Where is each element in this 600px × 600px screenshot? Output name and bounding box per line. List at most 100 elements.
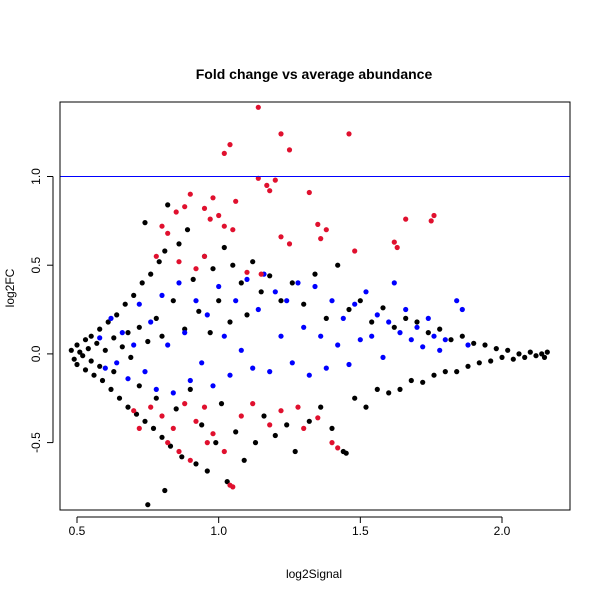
black-point [374,386,380,392]
black-point [284,422,290,428]
black-point [91,372,97,378]
black-point [196,308,202,314]
black-point [80,353,86,359]
red-point [352,248,358,254]
black-point [442,369,448,375]
black-point [210,266,216,272]
blue-point [329,298,335,304]
black-point [88,333,94,339]
red-point [301,425,307,431]
black-point [99,377,106,384]
red-point [346,131,352,137]
black-point [278,298,284,304]
black-point [403,315,409,321]
blue-point [301,324,307,330]
black-point [153,395,159,401]
blue-point [204,312,210,318]
blue-point [182,330,188,336]
black-point [482,342,488,348]
blue-point [238,347,244,353]
red-point [182,204,188,210]
red-point [267,188,273,194]
black-point [133,411,140,417]
blue-point [108,315,114,321]
blue-point [125,376,131,382]
blue-point [97,335,103,341]
blue-point [431,333,437,339]
red-point [221,150,227,156]
black-point [139,280,145,286]
blue-point [323,365,329,371]
blue-point [335,342,341,348]
y-tick-label: 0.0 [29,345,43,362]
red-point [315,415,321,421]
blue-point [199,360,205,366]
black-point [318,404,324,410]
black-point [476,360,482,366]
black-point [488,358,494,364]
red-point [295,404,301,410]
red-point [207,216,213,222]
black-point [88,358,94,364]
red-point [318,236,324,242]
red-point [221,448,227,455]
black-point [343,450,349,456]
black-point [252,440,259,446]
black-point [258,289,264,295]
blue-point [465,342,471,348]
blue-point [227,372,233,378]
black-point [162,487,168,494]
black-point [335,262,341,268]
black-point [241,457,247,463]
black-point [142,220,148,226]
black-point [74,342,80,348]
red-point [187,191,193,197]
blue-point [153,386,159,392]
black-point [173,406,179,412]
black-point [369,319,375,325]
red-point [176,259,182,265]
blue-point [284,298,290,304]
x-axis-label: log2Signal [286,567,342,581]
blue-point [159,292,165,298]
black-point [82,367,89,373]
black-point [108,386,114,392]
black-point [516,351,522,357]
blue-point [408,337,414,343]
red-point [193,418,199,424]
black-point [82,337,89,343]
blue-point [295,280,301,286]
red-point [329,440,335,446]
black-point [420,379,426,385]
black-point [167,443,174,449]
red-point [165,440,171,446]
blue-point [210,383,216,389]
red-point [176,448,182,455]
red-point [182,401,188,407]
black-point [471,340,477,346]
black-point [527,349,533,355]
blue-point [131,342,137,348]
black-point [238,280,244,286]
blue-point [233,298,239,304]
black-point [207,330,213,336]
blue-point [312,283,318,290]
x-tick-label: 0.5 [69,524,86,538]
black-point [397,386,403,392]
blue-point [306,372,312,378]
blue-point [459,306,465,313]
red-point [264,182,270,188]
blue-point [414,324,420,330]
y-axis-label: log2FC [3,268,17,307]
blue-point [318,333,324,339]
black-point [105,319,111,325]
black-point [230,262,236,268]
red-point [272,177,278,183]
red-point [250,401,256,407]
black-point [408,377,414,384]
red-point [201,404,208,410]
chart-title: Fold change vs average abundance [196,66,433,82]
black-point [357,298,363,304]
red-point [148,404,154,410]
blue-point [119,330,125,336]
